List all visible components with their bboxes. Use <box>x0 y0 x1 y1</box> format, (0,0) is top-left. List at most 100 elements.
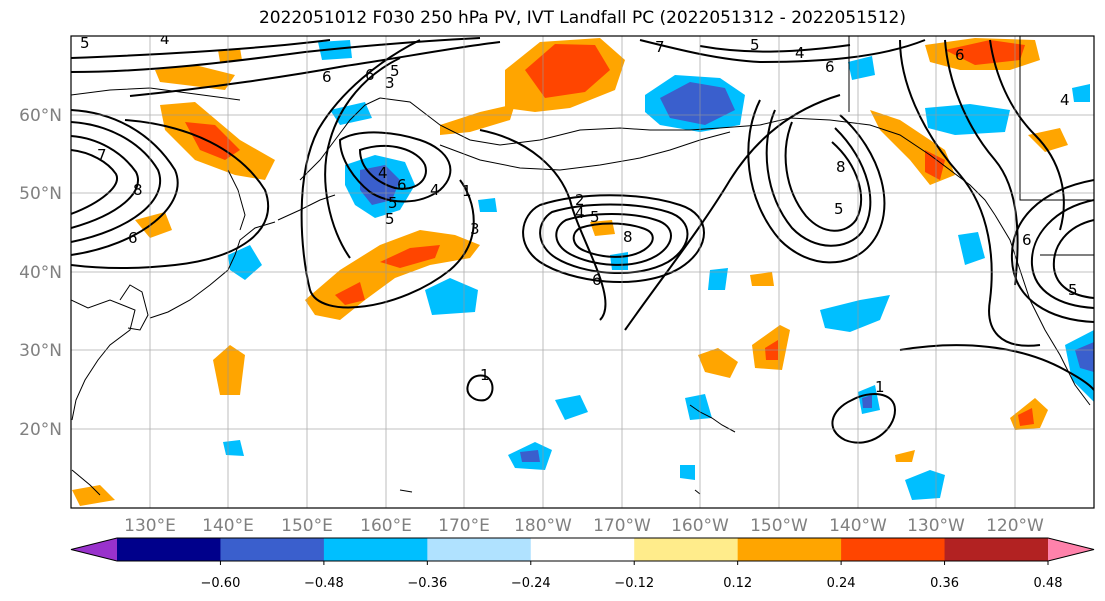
pv-contour <box>479 129 607 321</box>
pv-contour <box>466 374 494 402</box>
positive-anomaly-region <box>213 345 245 395</box>
contour-label: 5 <box>1068 281 1078 299</box>
coastlines <box>71 87 1091 496</box>
coastline-kamchatka <box>299 97 381 181</box>
border-line <box>1019 36 1094 201</box>
contour-label: 5 <box>834 200 844 218</box>
lon-label: 150°E <box>281 516 333 536</box>
coastline-alaska <box>759 117 996 216</box>
contour-label: 6 <box>955 46 965 64</box>
contour-label: 4 <box>430 181 440 199</box>
pv-contour <box>1052 219 1094 299</box>
pv-contour <box>358 145 427 190</box>
negative-anomaly-core <box>862 395 872 408</box>
pv-contour <box>639 39 926 64</box>
contour-label: 4 <box>795 44 805 62</box>
lat-label: 20°N <box>19 420 62 440</box>
pv-contour <box>699 44 851 53</box>
negative-anomaly-region <box>425 278 478 315</box>
political-borders <box>848 36 1094 256</box>
contour-label: 4 <box>160 30 170 48</box>
colorbar-segment <box>220 538 325 561</box>
pv-contour <box>324 57 401 259</box>
contour-label: 6 <box>1022 231 1032 249</box>
contour-label: 6 <box>397 176 407 194</box>
contour-label: 7 <box>97 146 107 164</box>
pv-contour <box>944 39 1019 286</box>
lat-label: 60°N <box>19 106 62 126</box>
pv-contour <box>71 149 118 215</box>
negative-anomaly-region <box>958 232 985 265</box>
coastline-korea <box>119 284 149 331</box>
lon-label: 130°W <box>907 516 965 536</box>
contour-label: 3 <box>385 74 395 92</box>
coastline-aleutians <box>439 131 731 171</box>
colorbar-tick-label: −0.60 <box>201 576 241 591</box>
contour-label: 6 <box>365 66 375 84</box>
contour-labels: 7 8 6 5 4 6 6 5 4 6 4 5 5 1 3 2 4 5 8 6 … <box>80 30 1078 396</box>
coastline-island <box>399 489 413 493</box>
lon-label: 130°E <box>124 516 176 536</box>
coastline-bering <box>379 97 761 146</box>
pv-contour <box>522 194 705 283</box>
positive-anomaly-region <box>1028 128 1068 152</box>
colorbar-segments <box>71 538 1094 561</box>
negative-anomaly-core <box>660 82 735 125</box>
negative-anomaly-region <box>685 394 712 420</box>
colorbar-tick-label: 0.12 <box>723 576 752 591</box>
colorbar-segment <box>841 538 946 561</box>
latitude-axis: 60°N 50°N 40°N 30°N 20°N <box>19 106 62 440</box>
coastline-sakhalin <box>227 169 246 231</box>
coastline-na-west <box>994 214 1091 406</box>
contour-label: 2 <box>575 191 585 209</box>
coastline-kuril <box>277 194 336 221</box>
colorbar-tick-label: −0.48 <box>304 576 344 591</box>
negative-anomaly-region <box>848 56 875 80</box>
pv-contour <box>989 39 1065 231</box>
contour-label: 5 <box>590 208 600 226</box>
coastline-russia-east <box>71 87 241 101</box>
colorbar-tick-label: −0.24 <box>511 576 551 591</box>
contour-label: 6 <box>322 68 332 86</box>
colorbar-segment <box>737 538 842 561</box>
lat-label: 30°N <box>19 341 62 361</box>
contour-label: 6 <box>825 58 835 76</box>
contour-label: 1 <box>480 366 490 384</box>
shading-layer <box>72 38 1094 506</box>
pv-contour <box>300 39 475 309</box>
lon-label: 170°W <box>593 516 651 536</box>
pv-contour <box>71 135 139 229</box>
lon-label: 160°W <box>671 516 729 536</box>
contour-label: 5 <box>388 194 398 212</box>
negative-anomaly-region <box>905 470 945 500</box>
pv-contour <box>831 393 897 444</box>
positive-anomaly-region <box>135 212 172 238</box>
positive-anomaly-region <box>72 485 115 506</box>
longitude-axis: 130°E 140°E 150°E 160°E 170°E 180°W 170°… <box>124 516 1044 536</box>
pv-contour <box>1030 199 1094 309</box>
negative-anomaly-region <box>318 40 352 60</box>
positive-anomaly-core <box>525 44 610 98</box>
pv-contour <box>71 121 161 243</box>
lon-label: 170°E <box>438 516 490 536</box>
lon-label: 140°E <box>202 516 254 536</box>
positive-anomaly-core <box>945 40 1025 65</box>
negative-anomaly-region <box>555 395 588 420</box>
colorbar-segment <box>634 538 739 561</box>
lat-label: 50°N <box>19 184 62 204</box>
map-title: 2022051012 F030 250 hPa PV, IVT Landfall… <box>258 8 906 28</box>
pv-contour <box>1010 179 1094 323</box>
positive-anomaly-core <box>335 282 365 305</box>
colorbar-tick-label: −0.36 <box>407 576 447 591</box>
colorbar-segment <box>530 538 635 561</box>
colorbar-extend-max <box>1048 538 1094 561</box>
contour-label: 8 <box>623 228 633 246</box>
lon-label: 140°W <box>829 516 887 536</box>
pv-contours <box>71 37 1094 444</box>
colorbar-tick-label: 0.36 <box>930 576 959 591</box>
pv-contour <box>572 222 654 258</box>
lat-label: 40°N <box>19 263 62 283</box>
positive-anomaly-region <box>750 272 774 286</box>
colorbar-segment <box>323 538 428 561</box>
negative-anomaly-region <box>1072 84 1090 102</box>
